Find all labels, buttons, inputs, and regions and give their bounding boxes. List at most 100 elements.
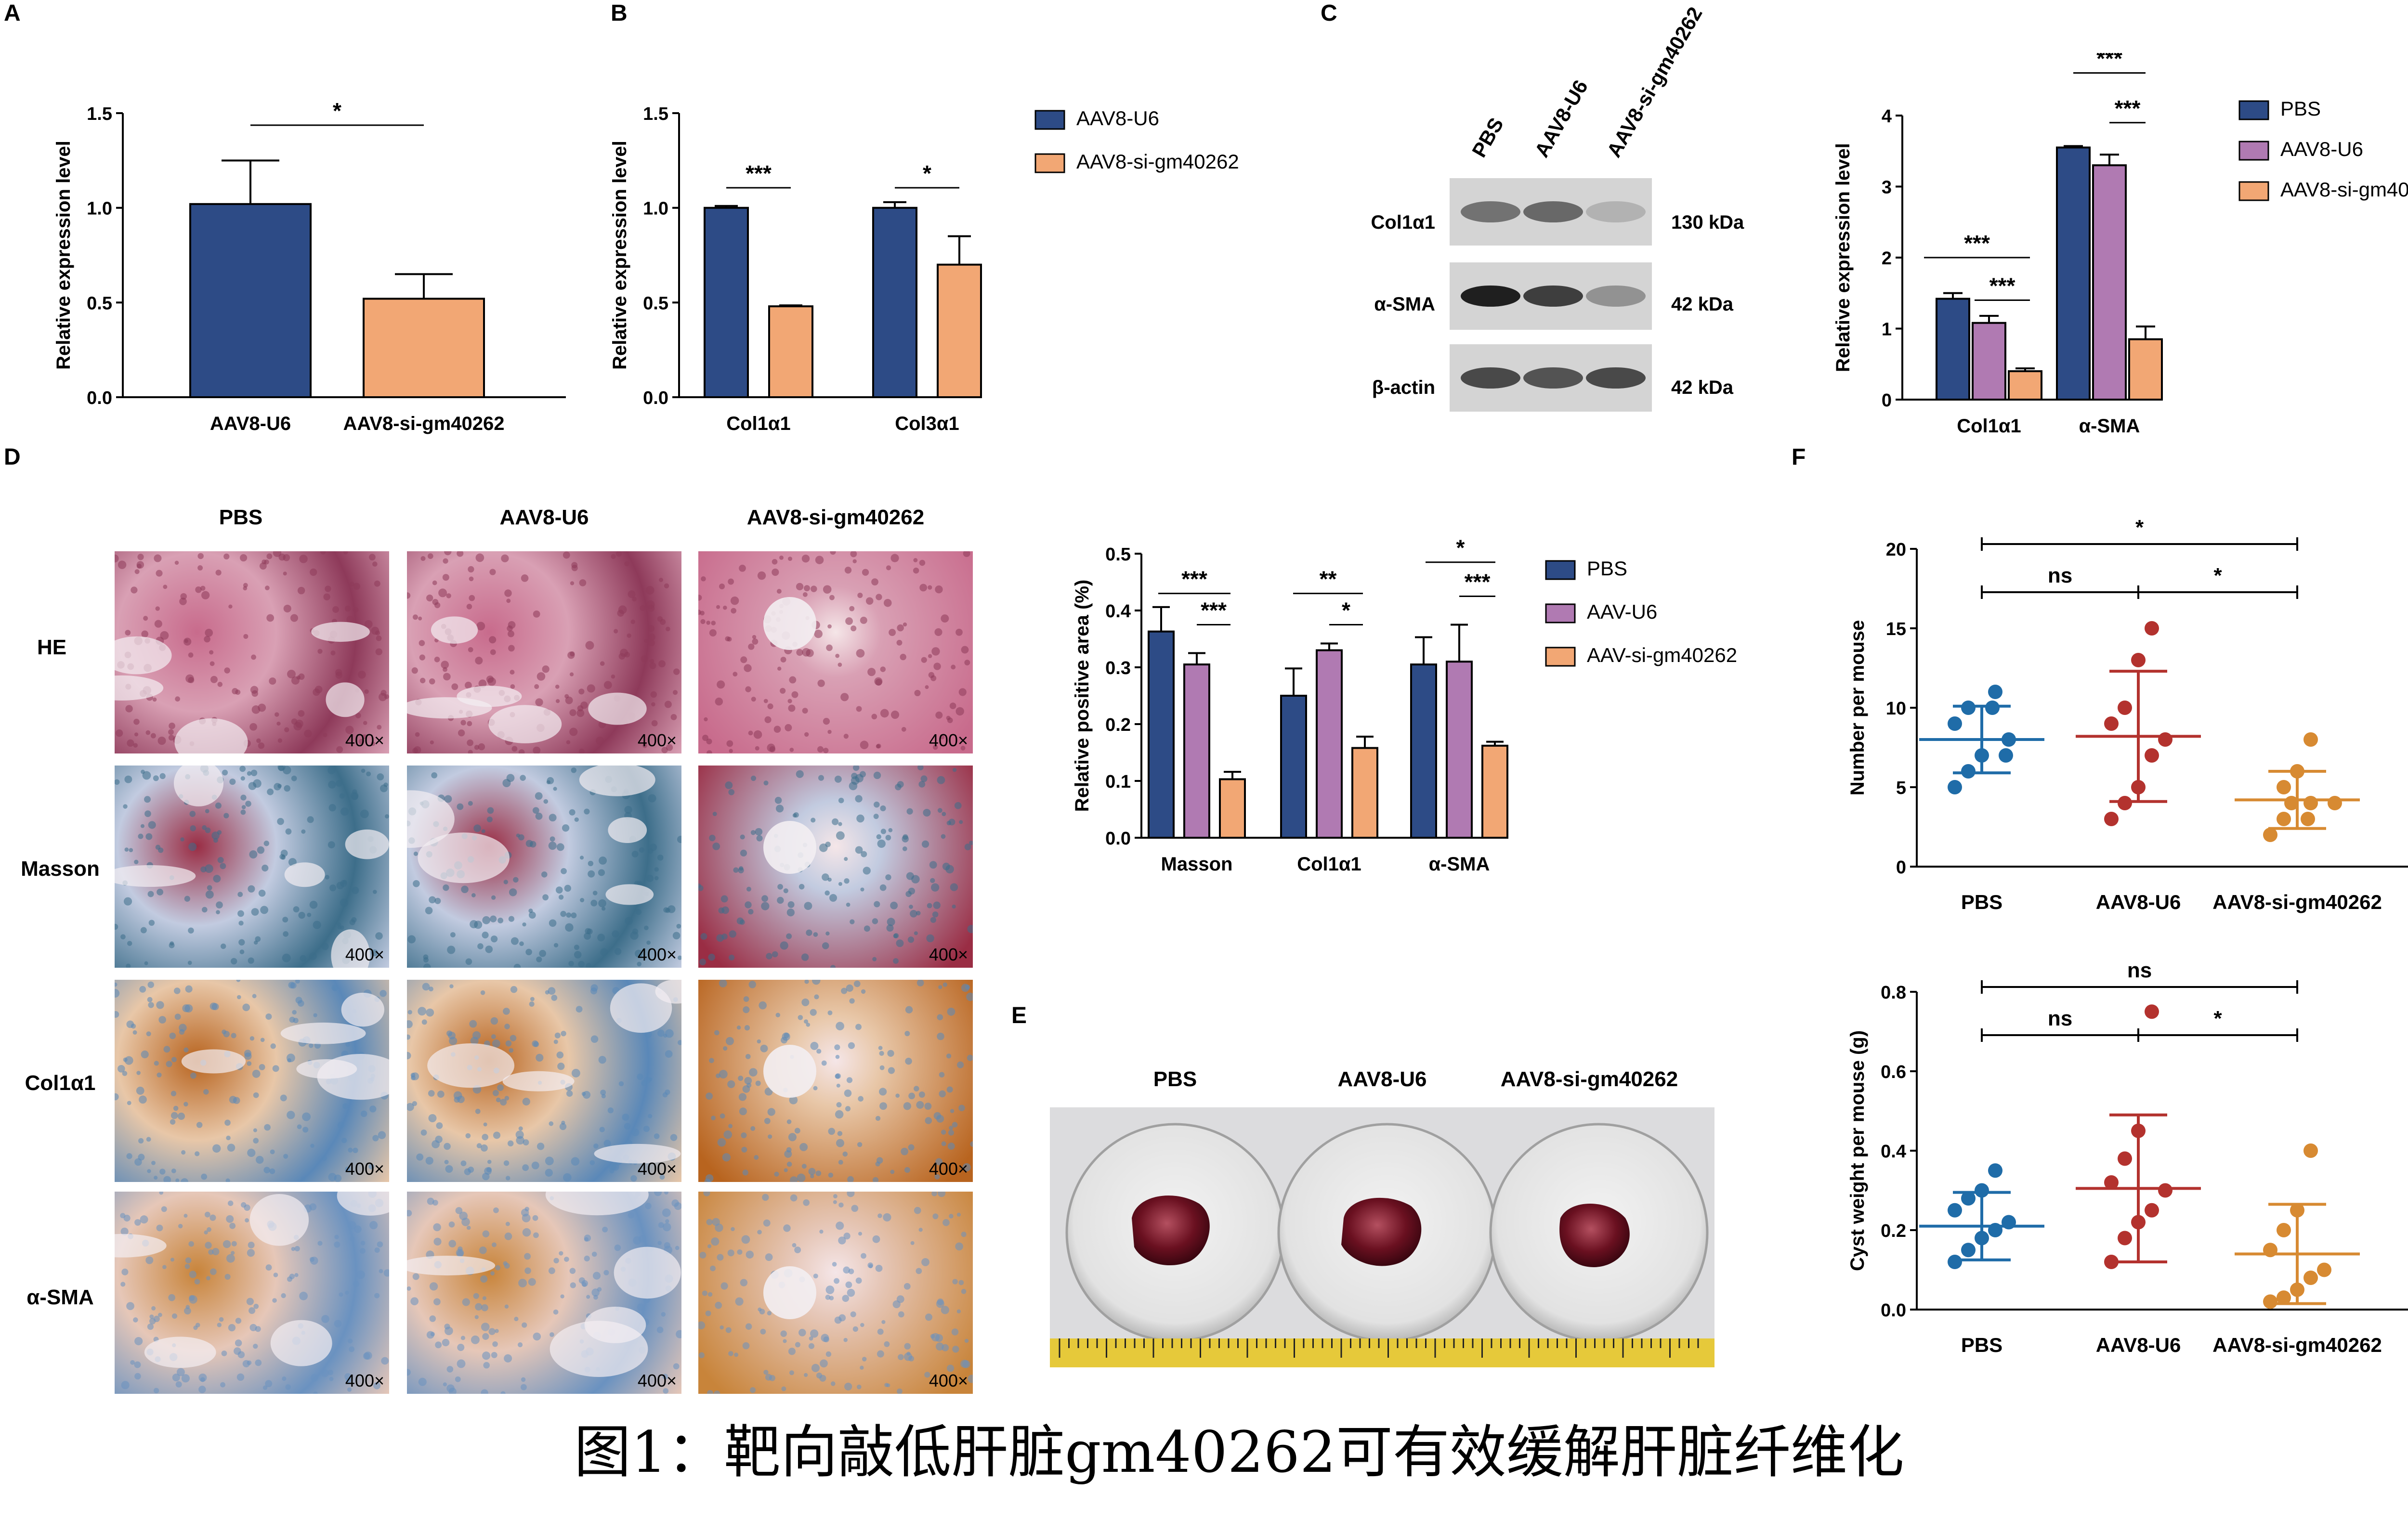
cell-nucleus (285, 1384, 291, 1390)
cell-nucleus (353, 1147, 358, 1154)
cell-nucleus (179, 597, 187, 605)
cell-nucleus (958, 688, 967, 696)
cell-nucleus (779, 610, 784, 614)
cell-nucleus (528, 911, 536, 919)
cell-nucleus (126, 1153, 132, 1159)
cell-nucleus (627, 712, 636, 721)
liver-tissue (1341, 1197, 1422, 1266)
cell-nucleus (853, 980, 861, 987)
cell-nucleus (217, 776, 224, 783)
magnification-label: 400× (345, 945, 384, 964)
magnification-label: 400× (637, 1371, 677, 1390)
cell-nucleus (171, 1168, 176, 1173)
cell-nucleus (536, 1053, 544, 1062)
cell-nucleus (233, 1097, 240, 1104)
cell-nucleus (448, 1388, 457, 1394)
cell-nucleus (913, 558, 918, 562)
cell-nucleus (163, 584, 168, 589)
cell-nucleus (946, 1053, 952, 1059)
cell-nucleus (586, 1295, 590, 1299)
cell-nucleus (582, 1282, 587, 1287)
cell-nucleus (451, 683, 458, 690)
cell-nucleus (518, 1126, 523, 1131)
cell-nucleus (505, 1040, 512, 1047)
cell-nucleus (313, 630, 320, 636)
cell-nucleus (884, 1383, 889, 1387)
cell-nucleus (645, 585, 654, 595)
cell-nucleus (774, 1171, 779, 1177)
cell-nucleus (561, 868, 567, 874)
x-tick-label: PBS (1961, 1334, 2002, 1356)
cell-nucleus (952, 1279, 958, 1285)
cell-nucleus (460, 1336, 465, 1340)
cell-nucleus (287, 670, 296, 678)
cell-nucleus (563, 551, 570, 559)
cell-nucleus (930, 1334, 935, 1339)
cell-nucleus (599, 856, 607, 865)
cell-nucleus (258, 889, 266, 897)
cell-nucleus (647, 604, 655, 612)
cell-nucleus (139, 689, 147, 697)
cell-nucleus (205, 809, 209, 814)
cell-nucleus (127, 739, 134, 747)
cell-nucleus (350, 1236, 355, 1241)
cell-nucleus (845, 1281, 852, 1288)
cell-nucleus (123, 897, 132, 906)
significance-label: *** (1465, 570, 1491, 595)
cell-nucleus (804, 1019, 809, 1024)
cell-nucleus (835, 1110, 844, 1119)
cell-nucleus (367, 1078, 374, 1084)
cell-nucleus (908, 1144, 915, 1151)
cell-nucleus (364, 620, 373, 628)
cell-nucleus (414, 746, 421, 753)
cell-nucleus (117, 661, 125, 669)
cell-nucleus (641, 1080, 647, 1086)
cell-nucleus (755, 746, 759, 751)
panel-label-e: E (1011, 1003, 1027, 1028)
cell-nucleus (791, 691, 798, 698)
cell-nucleus (783, 1339, 787, 1343)
cell-nucleus (349, 1346, 355, 1352)
cell-nucleus (873, 801, 880, 808)
cell-nucleus (793, 812, 799, 818)
cell-nucleus (274, 783, 281, 791)
y-axis-label: Relative expression level (53, 141, 74, 370)
data-point (2118, 1231, 2132, 1246)
cell-nucleus (748, 909, 754, 915)
cell-nucleus (730, 596, 739, 605)
cell-nucleus (339, 1292, 343, 1297)
cell-nucleus (327, 766, 336, 775)
data-point (2158, 1183, 2172, 1198)
cell-nucleus (482, 1351, 491, 1360)
cell-nucleus (160, 631, 169, 640)
cell-nucleus (183, 1102, 188, 1107)
cell-nucleus (253, 1138, 259, 1144)
cell-nucleus (457, 1343, 465, 1351)
cell-nucleus (964, 660, 970, 666)
cell-nucleus (134, 859, 139, 864)
cell-nucleus (473, 824, 481, 832)
data-point (2277, 780, 2291, 794)
cell-nucleus (857, 592, 863, 598)
cell-nucleus (852, 559, 857, 563)
y-tick-label: 5 (1896, 778, 1906, 798)
cell-nucleus (601, 1094, 606, 1099)
cell-nucleus (916, 980, 924, 987)
cell-nucleus (620, 649, 628, 657)
cell-nucleus (723, 605, 727, 610)
cell-nucleus (737, 1249, 743, 1255)
cell-nucleus (657, 1029, 665, 1037)
blot-row-label: α-SMA (1374, 294, 1435, 315)
cell-nucleus (441, 661, 449, 669)
cell-nucleus (726, 740, 733, 747)
cell-nucleus (322, 1156, 327, 1161)
cell-nucleus (961, 1232, 967, 1237)
significance-label: *** (2115, 96, 2141, 121)
cell-nucleus (541, 871, 548, 878)
cell-nucleus (410, 1075, 416, 1080)
cell-nucleus (553, 1258, 559, 1264)
cell-nucleus (648, 848, 654, 854)
cell-nucleus (496, 1097, 501, 1103)
cell-nucleus (616, 1018, 622, 1024)
cell-nucleus (468, 1167, 474, 1173)
